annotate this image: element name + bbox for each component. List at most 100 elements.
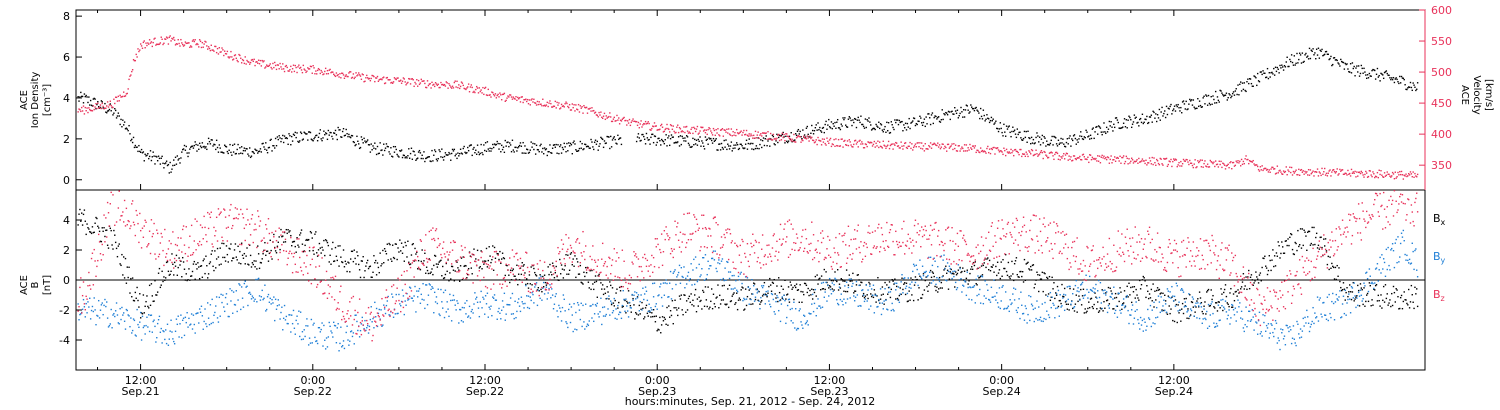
right-point: [1350, 168, 1353, 171]
left-point: [499, 143, 501, 145]
By-point: [152, 320, 154, 323]
right-point: [417, 85, 419, 87]
Bx-point: [1096, 308, 1098, 310]
By-point: [123, 320, 126, 322]
left-point: [444, 152, 447, 154]
right-point: [1256, 164, 1258, 166]
right-point: [639, 123, 641, 125]
left-point: [172, 164, 174, 167]
Bx-point: [1036, 271, 1038, 273]
left-point: [304, 132, 306, 134]
right-point: [819, 139, 821, 142]
By-point: [388, 314, 390, 316]
left-point: [694, 138, 696, 141]
Bx-point: [1078, 295, 1080, 297]
right-point: [1222, 162, 1224, 164]
right-point: [180, 38, 182, 41]
Bx-point: [943, 269, 945, 271]
left-point: [207, 137, 210, 140]
right-point: [215, 51, 218, 54]
left-point: [336, 138, 338, 141]
left-point: [320, 138, 322, 140]
By-point: [240, 308, 242, 311]
left-point: [402, 154, 405, 156]
left-point: [1298, 58, 1300, 61]
Bx-point: [1004, 267, 1006, 270]
left-point: [1340, 60, 1343, 63]
right-point: [620, 120, 623, 122]
Bx-point: [672, 322, 674, 325]
Bx-point: [856, 274, 859, 276]
Bx-point: [1278, 245, 1280, 247]
Bx-point: [1086, 310, 1088, 313]
By-point: [123, 312, 125, 314]
right-point: [762, 132, 765, 134]
right-point: [1199, 159, 1202, 161]
Bx-point: [363, 276, 365, 279]
Bx-point: [982, 264, 985, 267]
left-point: [1156, 120, 1158, 123]
Bx-point: [354, 257, 356, 260]
Bx-point: [176, 274, 179, 276]
x-tick-time: 12:00: [1158, 374, 1190, 387]
right-point: [668, 128, 670, 131]
right-point: [299, 66, 302, 69]
left-point: [593, 148, 595, 151]
left-point: [425, 157, 428, 159]
By-point: [357, 329, 359, 332]
right-point: [458, 87, 461, 90]
Bx-point: [735, 302, 737, 304]
Bx-point: [1188, 317, 1190, 320]
right-point: [401, 80, 404, 82]
left-point: [291, 135, 293, 138]
Bx-point: [1406, 302, 1408, 305]
right-point: [1170, 158, 1172, 161]
left-point: [751, 148, 753, 150]
right-point: [1414, 172, 1416, 175]
Bx-point: [1092, 307, 1094, 310]
right-point: [778, 133, 780, 136]
left-point: [992, 118, 994, 120]
Bx-point: [916, 278, 918, 281]
right-point: [1000, 150, 1002, 152]
Bx-point: [743, 309, 745, 311]
right-point: [854, 139, 857, 142]
right-point: [183, 44, 186, 46]
Bx-point: [223, 242, 225, 245]
Bx-point: [264, 241, 266, 244]
right-point: [336, 74, 338, 77]
left-point: [176, 155, 179, 157]
right-point: [1296, 173, 1298, 176]
right-point: [767, 131, 769, 133]
right-point: [347, 75, 349, 78]
Bx-point: [93, 231, 95, 234]
Bx-point: [1281, 241, 1283, 243]
right-point: [1385, 174, 1388, 176]
right-point: [706, 133, 708, 136]
right-point: [321, 71, 323, 73]
right-point: [462, 84, 464, 87]
left-point: [699, 136, 701, 138]
Bx-point: [752, 303, 754, 305]
Bx-point: [299, 234, 301, 236]
left-point: [702, 142, 704, 144]
Bx-point: [1060, 302, 1062, 305]
right-point: [1341, 169, 1344, 171]
Bx-point: [182, 261, 185, 263]
Bx-point: [453, 280, 456, 282]
right-point: [659, 128, 661, 130]
By-point: [241, 297, 244, 299]
Bx-point: [1039, 278, 1042, 280]
left-point: [1260, 71, 1262, 73]
Bx-point: [725, 304, 727, 306]
right-point: [713, 129, 716, 132]
Bx-point: [462, 256, 464, 258]
left-point: [970, 104, 972, 106]
right-point: [930, 147, 933, 149]
right-point: [121, 96, 123, 98]
right-point: [492, 93, 495, 96]
By-point: [212, 321, 214, 324]
Bx-point: [177, 266, 179, 269]
Bx-point: [1272, 249, 1274, 251]
left-point: [305, 133, 307, 135]
